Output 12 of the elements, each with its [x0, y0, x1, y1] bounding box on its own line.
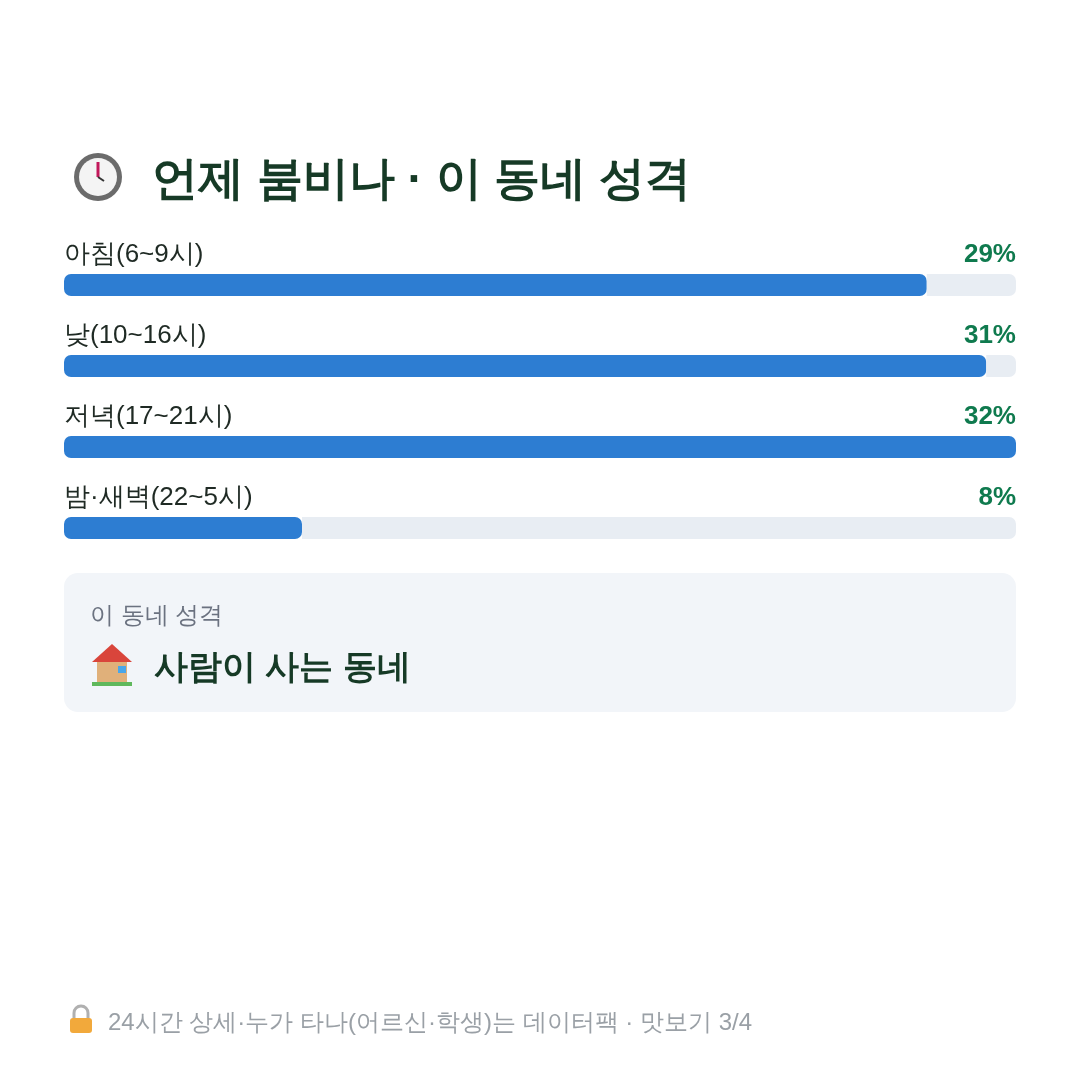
annotation: 24시간 상세·누가 타나(어르신·학생)는 데이터팩 · 맛보기 3/4: [108, 1008, 753, 1035]
value-label: 32%: [963, 400, 1016, 430]
annotation: 사람이 사는 동네: [154, 647, 411, 685]
title: 언제 붐비나 · 이 동네 성격: [152, 152, 692, 204]
category-label: 저녁(17~21시): [64, 400, 233, 430]
value-label: 31%: [963, 319, 1016, 349]
category-label: 밤·새벽(22~5시): [64, 481, 253, 511]
value-label: 29%: [963, 238, 1016, 268]
annotation: 이 동네 성격: [90, 601, 224, 628]
category-label: 아침(6~9시): [64, 238, 204, 268]
category-label: 낮(10~16시): [64, 319, 207, 349]
value-label: 8%: [978, 481, 1016, 511]
